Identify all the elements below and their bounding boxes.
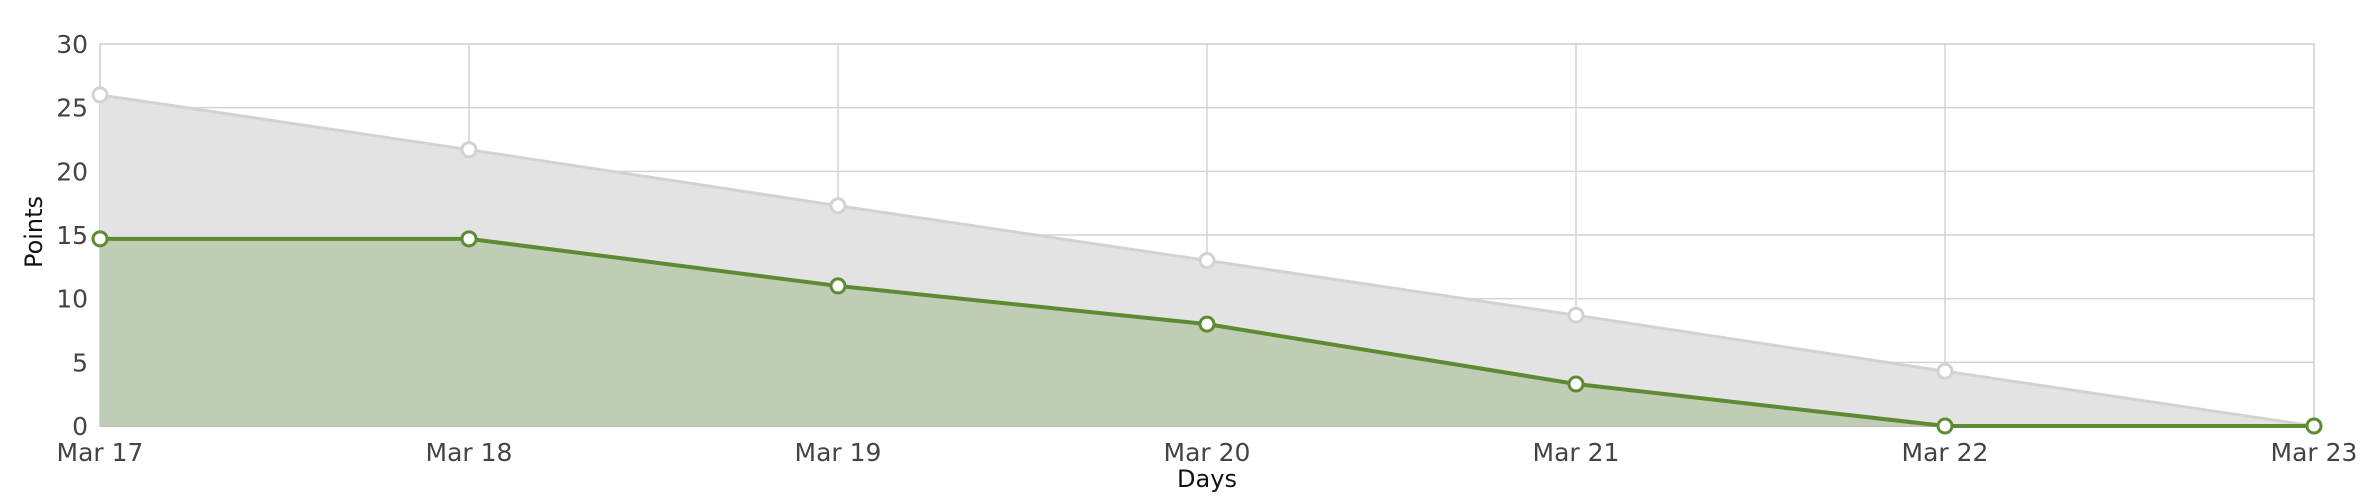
x-tick-label: Mar 23 (2271, 438, 2358, 467)
y-tick-label: 20 (56, 157, 88, 186)
series-0-point[interactable] (1198, 251, 1216, 269)
y-tick-label: 15 (56, 221, 88, 250)
y-tick-label: 10 (56, 285, 88, 314)
series-1-point[interactable] (1567, 375, 1585, 393)
y-tick-label: 5 (72, 348, 88, 377)
series-1-point[interactable] (1936, 417, 1954, 435)
series-0-point[interactable] (460, 141, 478, 159)
x-tick-label: Mar 18 (426, 438, 513, 467)
x-axis-title: Days (1177, 465, 1237, 493)
x-tick-label: Mar 22 (1902, 438, 1989, 467)
point-layer (91, 86, 2323, 435)
label-layer: 0 5 10 15 20 25 30 Mar 17 Mar 18 Mar 19 Mar 20 Mar … (56, 30, 2357, 467)
series-0-point[interactable] (1936, 362, 1954, 380)
x-tick-label: Mar 19 (795, 438, 882, 467)
series-0-point[interactable] (1567, 306, 1585, 324)
x-tick-label: Mar 21 (1533, 438, 1620, 467)
series-0-point[interactable] (829, 197, 847, 215)
series-1-point[interactable] (460, 230, 478, 248)
series-1-point[interactable] (91, 230, 109, 248)
series-0-point[interactable] (91, 86, 109, 104)
y-tick-label: 30 (56, 30, 88, 59)
y-tick-label: 0 (72, 412, 88, 441)
series-1-point[interactable] (1198, 315, 1216, 333)
y-axis-title: Points (20, 196, 48, 268)
y-tick-label: 25 (56, 94, 88, 123)
series-1-point[interactable] (829, 277, 847, 295)
x-tick-label: Mar 20 (1164, 438, 1251, 467)
x-tick-label: Mar 17 (57, 438, 144, 467)
series-1-point[interactable] (2305, 417, 2323, 435)
